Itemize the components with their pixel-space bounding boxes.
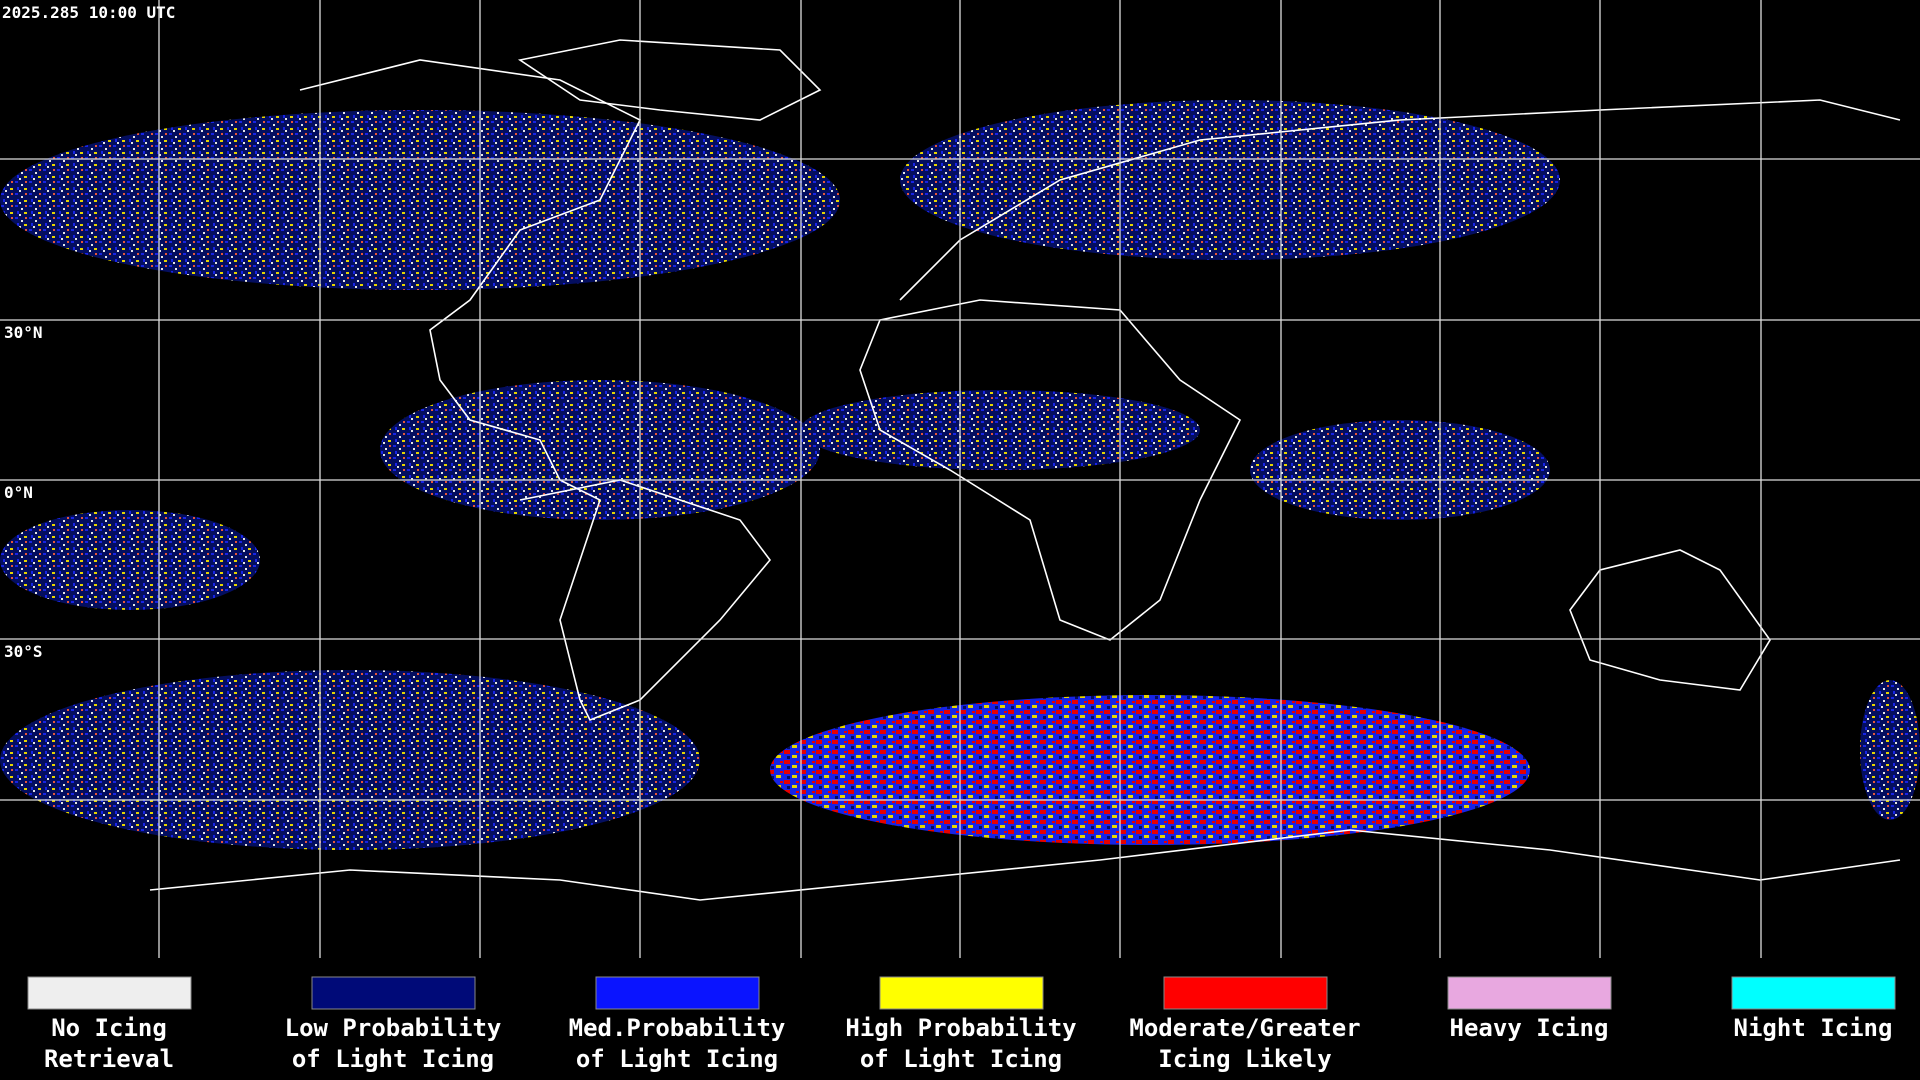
legend-label: of Light Icing — [860, 1045, 1062, 1073]
latitude-label: 30°S — [4, 642, 43, 661]
graticule — [0, 0, 1920, 958]
legend-swatch — [27, 976, 192, 1010]
legend-label: No Icing — [51, 1014, 167, 1042]
latitude-label: 0°N — [4, 483, 33, 502]
legend-label: Low Probability — [285, 1014, 502, 1042]
legend-label: Retrieval — [44, 1045, 174, 1073]
latitude-label: 30°N — [4, 323, 43, 342]
legend-label: of Light Icing — [292, 1045, 494, 1073]
legend-swatch — [1731, 976, 1896, 1010]
latitude-labels: 30°N 0°N 30°S — [4, 323, 43, 661]
legend-label: Med.Probability — [569, 1014, 786, 1042]
legend-swatch — [1447, 976, 1612, 1010]
legend-swatch — [1163, 976, 1328, 1010]
timestamp: 2025.285 10:00 UTC — [2, 3, 175, 22]
legend-label: Icing Likely — [1158, 1045, 1331, 1073]
legend-label: High Probability — [845, 1014, 1076, 1042]
legend-swatch — [879, 976, 1044, 1010]
coastlines — [149, 39, 1901, 901]
legend-swatch — [595, 976, 760, 1010]
legend-label: Night Icing — [1734, 1014, 1893, 1042]
legend-label: Moderate/Greater — [1129, 1014, 1360, 1042]
legend-label: of Light Icing — [576, 1045, 778, 1073]
legend-swatch — [311, 976, 476, 1010]
cloud-fields — [0, 100, 1920, 850]
legend: No Icing Retrieval Low Probability of Light… — [27, 976, 1896, 1073]
legend-label: Heavy Icing — [1450, 1014, 1609, 1042]
